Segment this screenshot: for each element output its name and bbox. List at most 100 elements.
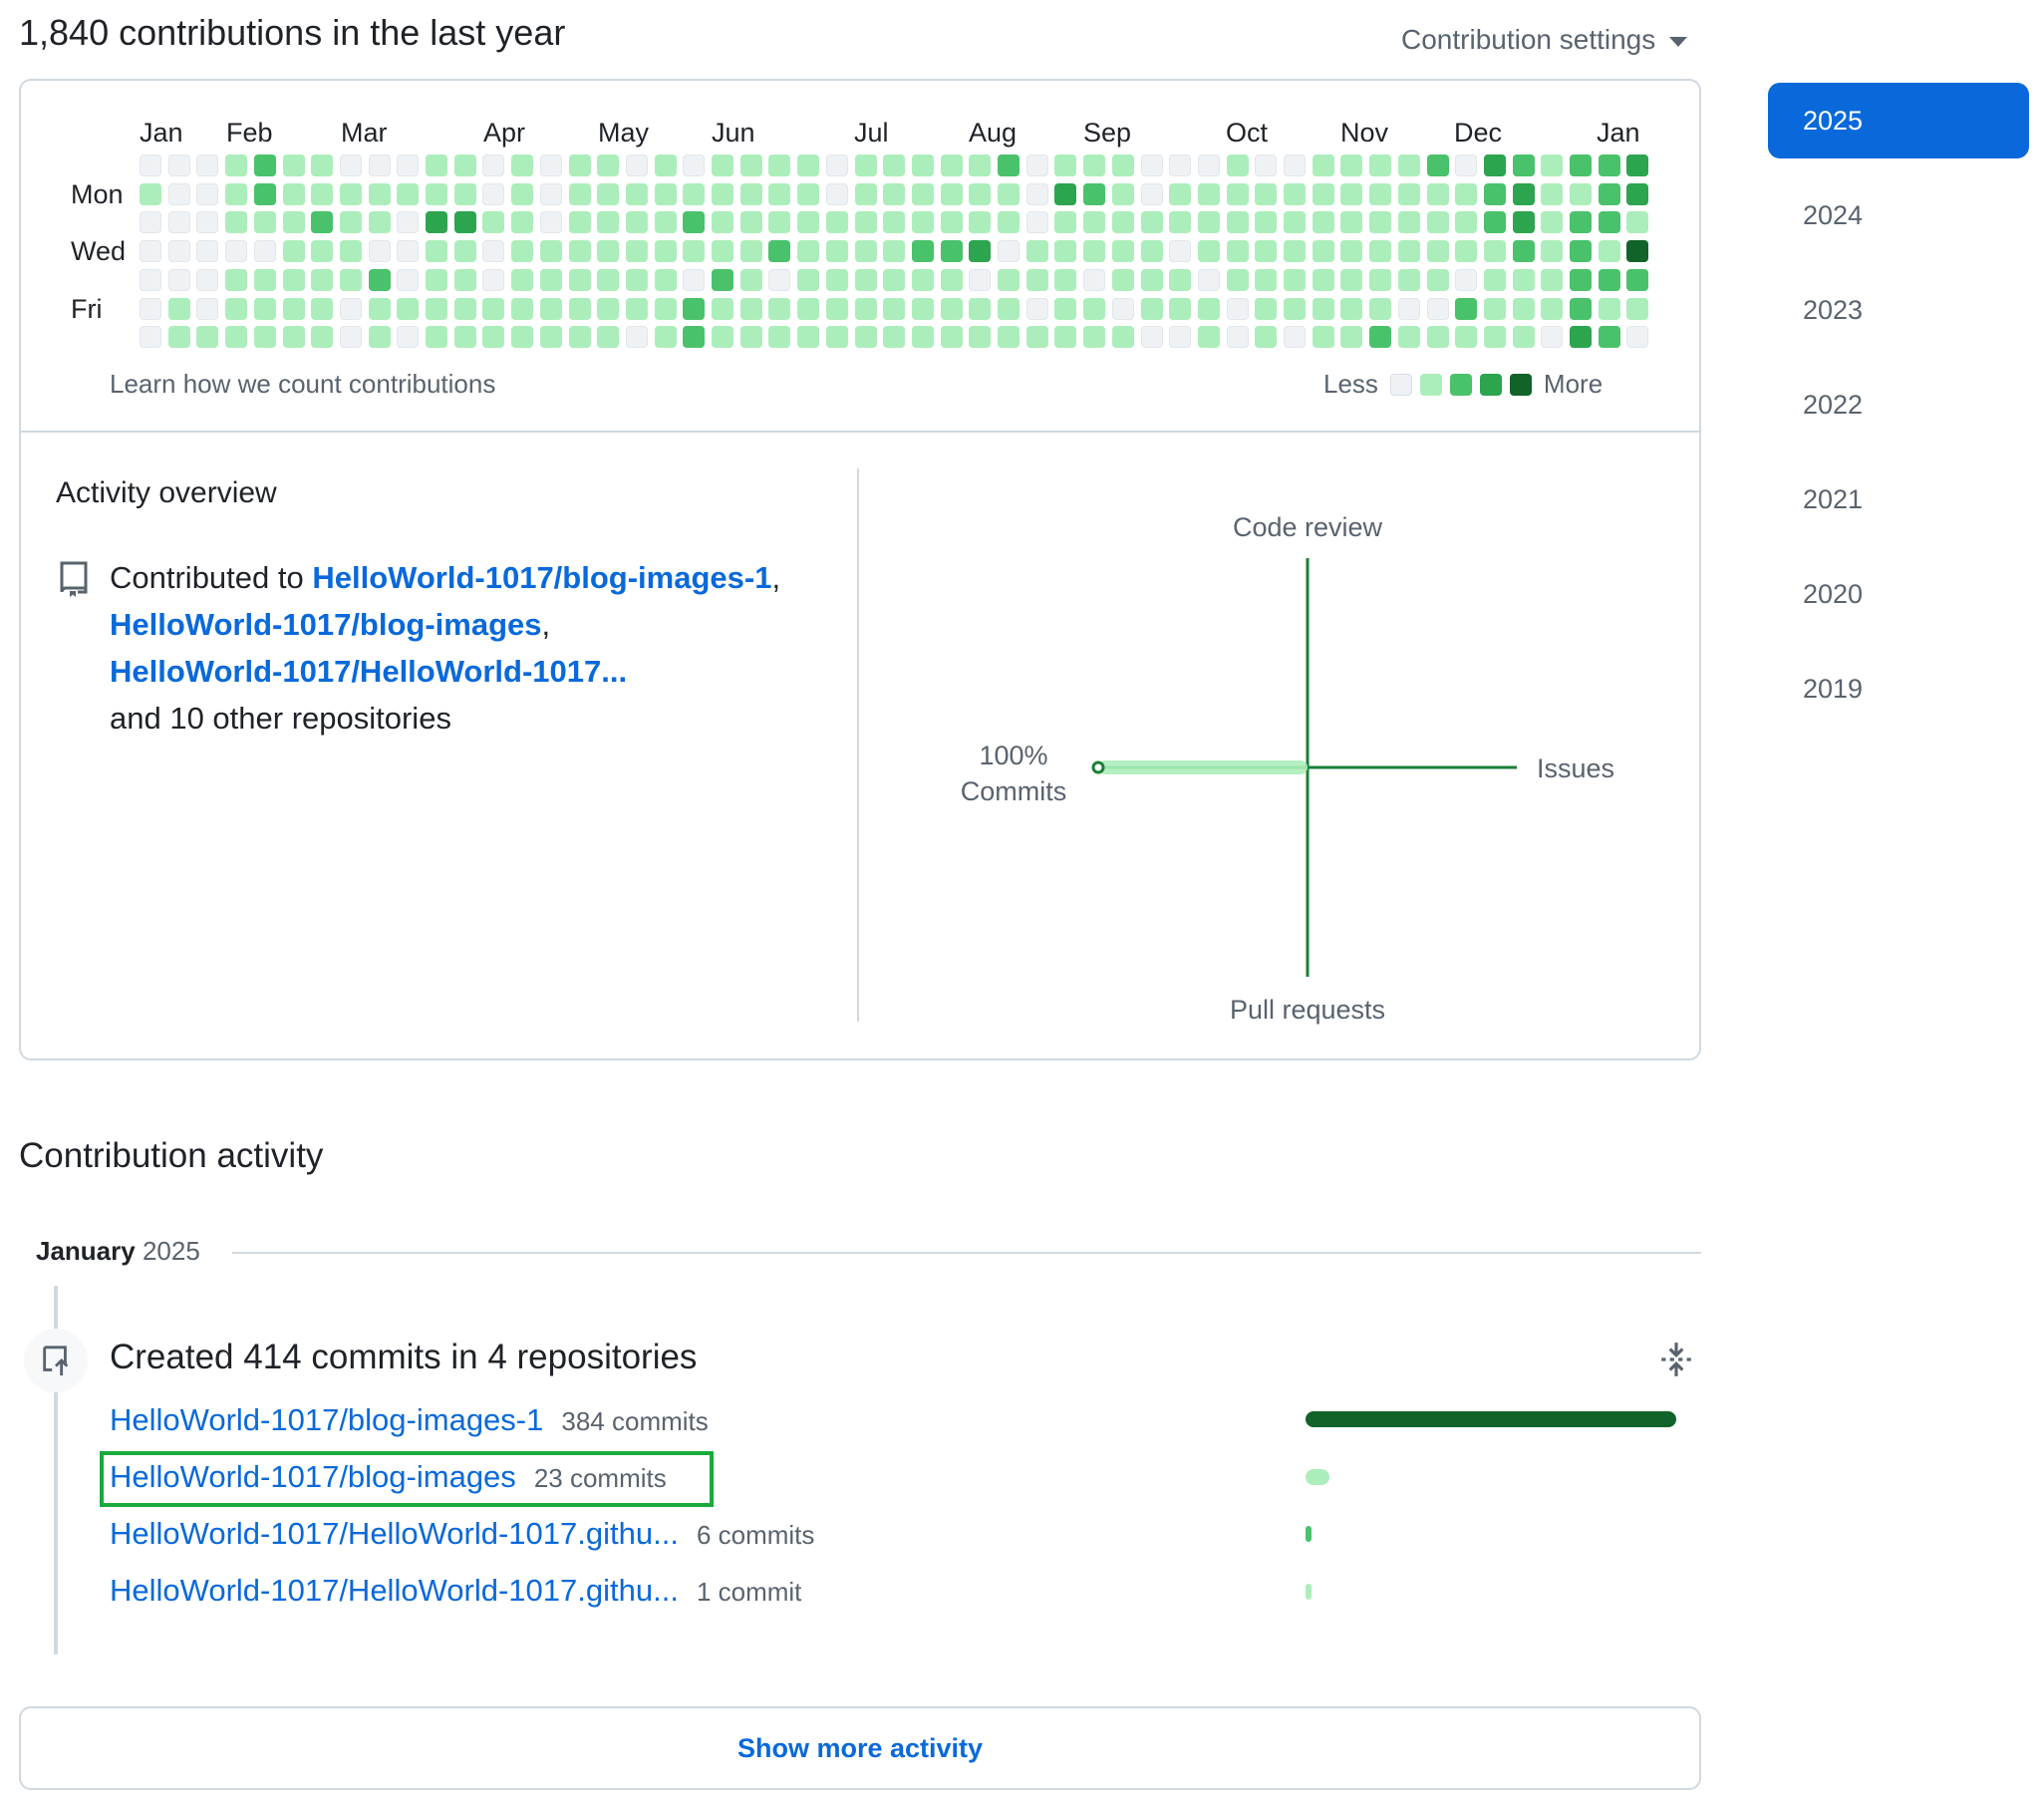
repo-commit-link[interactable]: HelloWorld-1017/blog-images — [110, 1459, 516, 1494]
contribution-day-cell[interactable] — [597, 297, 620, 320]
year-button-2021[interactable]: 2021 — [1803, 483, 1864, 514]
contribution-day-cell[interactable] — [339, 211, 362, 234]
contribution-day-cell[interactable] — [368, 240, 391, 263]
contribution-day-cell[interactable] — [854, 211, 877, 234]
contribution-day-cell[interactable] — [654, 182, 677, 205]
contribution-day-cell[interactable] — [1255, 268, 1278, 291]
contribution-day-cell[interactable] — [1255, 240, 1278, 263]
contribution-day-cell[interactable] — [1541, 240, 1564, 263]
contribution-day-cell[interactable] — [196, 268, 219, 291]
contribution-day-cell[interactable] — [712, 297, 733, 320]
contribution-day-cell[interactable] — [1426, 182, 1449, 205]
contribution-day-cell[interactable] — [1426, 211, 1449, 234]
contribution-day-cell[interactable] — [1512, 297, 1535, 320]
contribution-day-cell[interactable] — [768, 268, 791, 291]
contribution-day-cell[interactable] — [597, 211, 620, 234]
contribution-day-cell[interactable] — [883, 297, 906, 320]
contribution-day-cell[interactable] — [1397, 326, 1420, 349]
contribution-day-cell[interactable] — [482, 211, 505, 234]
contribution-day-cell[interactable] — [1483, 268, 1506, 291]
repo-link-helloworld-1017[interactable]: HelloWorld-1017/HelloWorld-1017... — [110, 654, 628, 689]
contribution-day-cell[interactable] — [1169, 211, 1192, 234]
contribution-day-cell[interactable] — [969, 211, 992, 234]
contribution-day-cell[interactable] — [1083, 154, 1106, 176]
contribution-day-cell[interactable] — [1312, 240, 1334, 263]
learn-how-we-count-link[interactable]: Learn how we count contributions — [110, 369, 496, 399]
contribution-day-cell[interactable] — [1255, 297, 1278, 320]
contribution-day-cell[interactable] — [453, 240, 476, 263]
contribution-day-cell[interactable] — [426, 182, 447, 205]
contribution-day-cell[interactable] — [1369, 297, 1392, 320]
contribution-day-cell[interactable] — [1426, 154, 1449, 176]
contribution-day-cell[interactable] — [196, 182, 219, 205]
contribution-day-cell[interactable] — [683, 154, 706, 176]
contribution-day-cell[interactable] — [1483, 326, 1506, 349]
contribution-day-cell[interactable] — [196, 240, 219, 263]
contribution-day-cell[interactable] — [739, 268, 762, 291]
contribution-day-cell[interactable] — [998, 240, 1020, 263]
contribution-day-cell[interactable] — [969, 182, 992, 205]
contribution-day-cell[interactable] — [969, 240, 992, 263]
contribution-day-cell[interactable] — [683, 211, 706, 234]
contribution-day-cell[interactable] — [339, 297, 362, 320]
contribution-day-cell[interactable] — [397, 240, 420, 263]
contribution-day-cell[interactable] — [311, 211, 334, 234]
contribution-day-cell[interactable] — [1397, 211, 1420, 234]
contribution-day-cell[interactable] — [1340, 211, 1363, 234]
contribution-day-cell[interactable] — [282, 240, 305, 263]
contribution-day-cell[interactable] — [1541, 154, 1564, 176]
contribution-day-cell[interactable] — [1397, 268, 1420, 291]
contribution-day-cell[interactable] — [1455, 154, 1478, 176]
contribution-day-cell[interactable] — [911, 211, 934, 234]
contribution-day-cell[interactable] — [1455, 268, 1478, 291]
contribution-day-cell[interactable] — [1025, 326, 1048, 349]
contribution-day-cell[interactable] — [140, 240, 161, 263]
contribution-day-cell[interactable] — [712, 268, 733, 291]
contribution-day-cell[interactable] — [1340, 326, 1363, 349]
contribution-day-cell[interactable] — [1312, 268, 1334, 291]
contribution-day-cell[interactable] — [768, 240, 791, 263]
contribution-day-cell[interactable] — [797, 240, 820, 263]
contribution-day-cell[interactable] — [768, 297, 791, 320]
repo-commit-count[interactable]: 384 commits — [561, 1406, 709, 1436]
contribution-day-cell[interactable] — [225, 240, 248, 263]
contribution-day-cell[interactable] — [854, 240, 877, 263]
contribution-day-cell[interactable] — [368, 326, 391, 349]
contribution-day-cell[interactable] — [1255, 182, 1278, 205]
contribution-day-cell[interactable] — [1483, 240, 1506, 263]
contribution-day-cell[interactable] — [854, 182, 877, 205]
contribution-day-cell[interactable] — [1054, 211, 1077, 234]
contribution-day-cell[interactable] — [1369, 182, 1392, 205]
contribution-day-cell[interactable] — [1598, 297, 1620, 320]
contribution-day-cell[interactable] — [225, 297, 248, 320]
contribution-day-cell[interactable] — [368, 182, 391, 205]
contribution-day-cell[interactable] — [282, 268, 305, 291]
contribution-day-cell[interactable] — [825, 182, 848, 205]
contribution-day-cell[interactable] — [797, 211, 820, 234]
contribution-settings-dropdown[interactable]: Contribution settings — [1401, 24, 1688, 56]
contribution-day-cell[interactable] — [654, 240, 677, 263]
contribution-day-cell[interactable] — [712, 182, 733, 205]
contribution-day-cell[interactable] — [998, 326, 1020, 349]
contribution-day-cell[interactable] — [1340, 240, 1363, 263]
repo-link-blog-images[interactable]: HelloWorld-1017/blog-images — [110, 607, 542, 642]
contribution-day-cell[interactable] — [1054, 154, 1077, 176]
contribution-day-cell[interactable] — [1284, 326, 1306, 349]
contribution-day-cell[interactable] — [1512, 326, 1535, 349]
contribution-day-cell[interactable] — [1169, 268, 1192, 291]
contribution-day-cell[interactable] — [568, 182, 591, 205]
contribution-day-cell[interactable] — [1455, 326, 1478, 349]
contribution-day-cell[interactable] — [511, 240, 534, 263]
contribution-day-cell[interactable] — [1226, 268, 1249, 291]
contribution-day-cell[interactable] — [1226, 297, 1249, 320]
contribution-day-cell[interactable] — [1226, 326, 1249, 349]
contribution-day-cell[interactable] — [1312, 297, 1334, 320]
contribution-day-cell[interactable] — [597, 154, 620, 176]
contribution-day-cell[interactable] — [683, 240, 706, 263]
contribution-day-cell[interactable] — [1397, 154, 1420, 176]
contribution-day-cell[interactable] — [911, 182, 934, 205]
contribution-day-cell[interactable] — [1111, 154, 1134, 176]
contribution-day-cell[interactable] — [282, 297, 305, 320]
contribution-day-cell[interactable] — [739, 297, 762, 320]
contribution-day-cell[interactable] — [1226, 182, 1249, 205]
